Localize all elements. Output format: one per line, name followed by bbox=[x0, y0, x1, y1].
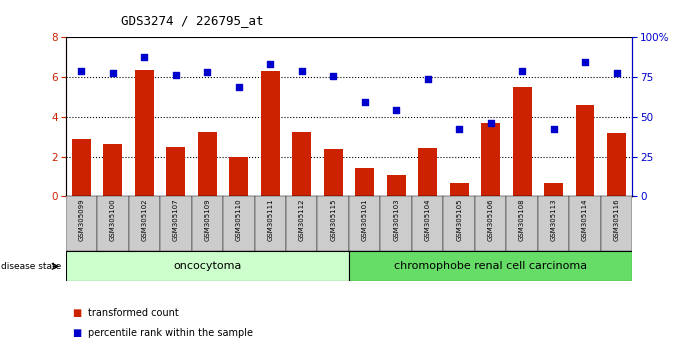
Text: disease state: disease state bbox=[1, 262, 61, 271]
Text: GSM305112: GSM305112 bbox=[299, 198, 305, 241]
Bar bbox=[569, 196, 600, 251]
Bar bbox=[349, 251, 632, 281]
Text: GSM305101: GSM305101 bbox=[361, 198, 368, 241]
Text: GSM305109: GSM305109 bbox=[205, 198, 210, 241]
Bar bbox=[286, 196, 317, 251]
Bar bbox=[104, 144, 122, 196]
Point bbox=[76, 68, 87, 74]
Bar bbox=[387, 175, 406, 196]
Bar bbox=[261, 71, 280, 196]
Bar bbox=[600, 196, 632, 251]
Bar bbox=[97, 196, 129, 251]
Point bbox=[107, 70, 118, 76]
Point bbox=[390, 108, 401, 113]
Text: GSM305116: GSM305116 bbox=[614, 198, 620, 241]
Bar bbox=[349, 196, 381, 251]
Bar bbox=[223, 196, 254, 251]
Point bbox=[485, 120, 496, 126]
Bar bbox=[381, 196, 412, 251]
Text: GSM305111: GSM305111 bbox=[267, 198, 273, 241]
Bar bbox=[66, 251, 349, 281]
Text: GSM305100: GSM305100 bbox=[110, 198, 116, 241]
Text: GSM305110: GSM305110 bbox=[236, 198, 242, 241]
Text: GSM305107: GSM305107 bbox=[173, 198, 179, 241]
Bar bbox=[229, 156, 248, 196]
Point bbox=[202, 69, 213, 75]
Bar bbox=[324, 149, 343, 196]
Bar bbox=[481, 123, 500, 196]
Point bbox=[580, 59, 591, 65]
Point bbox=[453, 126, 464, 132]
Point bbox=[265, 61, 276, 67]
Text: GSM305103: GSM305103 bbox=[393, 198, 399, 241]
Bar bbox=[418, 148, 437, 196]
Bar bbox=[444, 196, 475, 251]
Text: GSM305113: GSM305113 bbox=[551, 198, 556, 241]
Text: GSM305105: GSM305105 bbox=[456, 198, 462, 241]
Bar bbox=[507, 196, 538, 251]
Text: ■: ■ bbox=[73, 308, 82, 318]
Text: GSM305108: GSM305108 bbox=[519, 198, 525, 241]
Bar bbox=[292, 132, 311, 196]
Bar bbox=[167, 147, 185, 196]
Point bbox=[611, 70, 622, 76]
Text: GSM305115: GSM305115 bbox=[330, 198, 337, 241]
Point bbox=[548, 126, 559, 132]
Text: percentile rank within the sample: percentile rank within the sample bbox=[88, 329, 253, 338]
Bar bbox=[72, 139, 91, 196]
Point bbox=[139, 54, 150, 60]
Point bbox=[422, 76, 433, 82]
Text: GSM305099: GSM305099 bbox=[78, 198, 84, 241]
Bar bbox=[254, 196, 286, 251]
Bar bbox=[475, 196, 507, 251]
Text: transformed count: transformed count bbox=[88, 308, 178, 318]
Bar bbox=[513, 87, 531, 196]
Bar bbox=[450, 183, 468, 196]
Bar bbox=[129, 196, 160, 251]
Text: oncocytoma: oncocytoma bbox=[173, 261, 241, 272]
Text: GDS3274 / 226795_at: GDS3274 / 226795_at bbox=[121, 14, 263, 27]
Bar bbox=[191, 196, 223, 251]
Point bbox=[234, 85, 245, 90]
Bar bbox=[355, 167, 374, 196]
Text: GSM305114: GSM305114 bbox=[582, 198, 588, 241]
Text: chromophobe renal cell carcinoma: chromophobe renal cell carcinoma bbox=[394, 261, 587, 272]
Point bbox=[296, 68, 307, 74]
Bar bbox=[607, 133, 626, 196]
Bar bbox=[135, 70, 154, 196]
Text: GSM305106: GSM305106 bbox=[488, 198, 493, 241]
Point bbox=[170, 72, 181, 78]
Text: GSM305104: GSM305104 bbox=[425, 198, 430, 241]
Point bbox=[359, 100, 370, 105]
Text: GSM305102: GSM305102 bbox=[142, 198, 147, 241]
Bar bbox=[538, 196, 569, 251]
Bar bbox=[412, 196, 444, 251]
Bar bbox=[576, 105, 594, 196]
Point bbox=[517, 68, 528, 74]
Bar bbox=[66, 196, 97, 251]
Bar bbox=[317, 196, 349, 251]
Bar bbox=[198, 132, 217, 196]
Bar bbox=[160, 196, 191, 251]
Bar bbox=[544, 183, 563, 196]
Point bbox=[328, 73, 339, 79]
Text: ■: ■ bbox=[73, 329, 82, 338]
